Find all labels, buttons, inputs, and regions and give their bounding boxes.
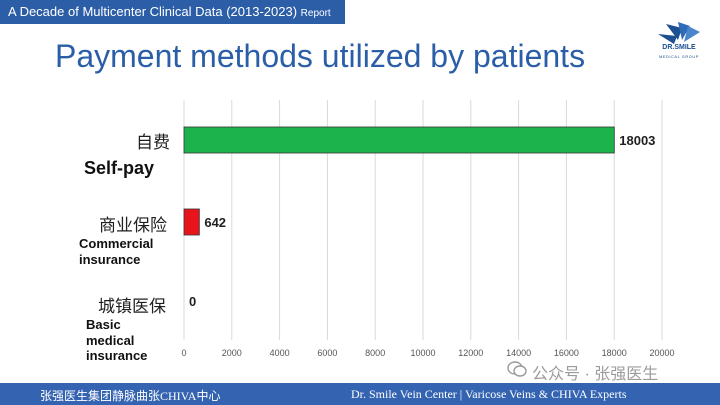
- wechat-icon: [507, 361, 527, 377]
- x-tick-label-8000: 8000: [365, 348, 385, 358]
- data-label-0: 18003: [619, 133, 655, 148]
- category-label-cn-self-pay: 自费: [136, 133, 170, 152]
- logo-name: DR.SMILE: [662, 44, 696, 51]
- data-label-1: 642: [204, 215, 226, 230]
- category-label-en-self-pay: Self-pay: [84, 158, 155, 178]
- category-label-en-basic: Basic medical insurance: [86, 317, 148, 364]
- footer-banner: 张强医生集团静脉曲张CHIVA中心 Dr. Smile Vein Center …: [0, 383, 720, 405]
- bar-0: [183, 126, 615, 154]
- logo-subtitle: MEDICAL GROUP: [659, 54, 699, 59]
- category-label-cn-basic: 城镇医保: [98, 297, 166, 316]
- footer-right-text: Dr. Smile Vein Center | Varicose Veins &…: [351, 387, 627, 401]
- x-tick-label-4000: 4000: [270, 348, 290, 358]
- footer-left-text: 张强医生集团静脉曲张CHIVA中心: [40, 389, 221, 403]
- x-tick-label-14000: 14000: [506, 348, 531, 358]
- bar-1: [183, 208, 200, 236]
- x-tick-label-6000: 6000: [317, 348, 337, 358]
- category-label-en-commercial: Commercial insurance: [79, 236, 154, 267]
- x-tick-label-2000: 2000: [222, 348, 242, 358]
- x-tick-label-10000: 10000: [410, 348, 435, 358]
- report-banner: A Decade of Multicenter Clinical Data (2…: [0, 0, 345, 24]
- x-tick-label-18000: 18000: [602, 348, 627, 358]
- x-tick-label-0: 0: [181, 348, 186, 358]
- category-label-cn-commercial: 商业保险: [99, 216, 167, 235]
- report-banner-suffix: Report: [300, 8, 331, 19]
- x-tick-label-20000: 20000: [649, 348, 674, 358]
- watermark-text: 公众号 · 张强医生: [532, 366, 659, 383]
- dr-smile-logo-icon: [658, 22, 700, 44]
- data-label-2: 0: [189, 294, 196, 309]
- x-tick-label-16000: 16000: [554, 348, 579, 358]
- report-banner-text: A Decade of Multicenter Clinical Data (2…: [8, 4, 298, 19]
- x-tick-label-12000: 12000: [458, 348, 483, 358]
- chart-title: Payment methods utilized by patients: [55, 38, 586, 74]
